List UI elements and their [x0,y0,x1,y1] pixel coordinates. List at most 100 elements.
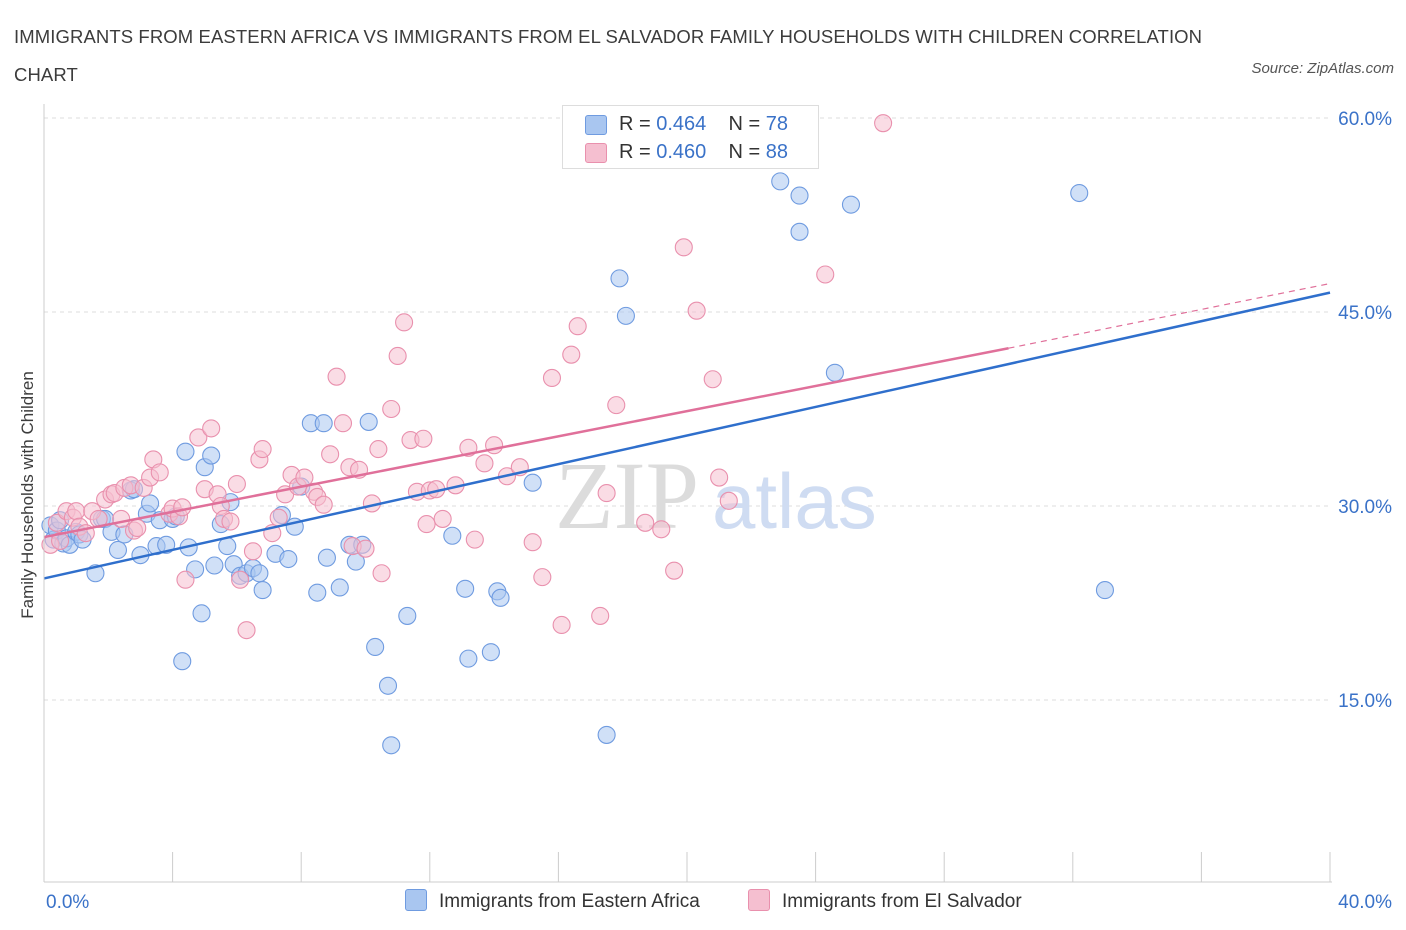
point-eastern-africa [192,604,211,623]
point-eastern-africa [790,186,809,205]
point-eastern-africa [456,579,475,598]
point-el-salvador [874,114,893,133]
n-label: N = [728,113,761,135]
point-eastern-africa [279,549,298,569]
point-el-salvador [568,317,587,336]
point-el-salvador [150,463,169,482]
trendline-el-salvador [43,346,1009,539]
point-el-salvador [243,542,263,561]
point-eastern-africa [1070,183,1089,203]
axes [43,104,1332,883]
r-label: R = [619,141,651,163]
point-el-salvador [816,265,835,284]
legend-label: Immigrants from Eastern Africa [439,891,700,912]
legend-swatch-pink [585,143,607,163]
point-eastern-africa [250,564,269,583]
point-el-salvador [703,370,722,389]
point-eastern-africa [317,548,336,567]
legend-label: Immigrants from El Salvador [782,891,1022,912]
point-eastern-africa [459,649,478,668]
point-el-salvador [523,533,542,552]
point-el-salvador [47,513,66,532]
point-eastern-africa [825,363,844,382]
point-eastern-africa [481,643,500,662]
point-el-salvador [533,568,552,587]
point-eastern-africa [491,588,510,607]
point-eastern-africa [610,269,629,288]
point-el-salvador [395,313,414,332]
chart-title: IMMIGRANTS FROM EASTERN AFRICA VS IMMIGR… [14,26,1203,85]
r-label: R = [619,113,651,135]
point-el-salvador [253,440,272,459]
point-eastern-africa [330,578,349,597]
y-tick-label: 30.0% [1338,497,1392,518]
point-el-salvador [227,474,246,494]
n-value: 88 [765,141,789,163]
legend-item-el-salvador[interactable]: Immigrants from El Salvador [748,886,1022,918]
point-el-salvador [719,491,738,510]
point-el-salvador [417,515,436,534]
point-el-salvador [414,429,433,448]
point-el-salvador [597,484,616,503]
point-eastern-africa [771,172,790,191]
point-eastern-africa [523,473,542,492]
point-eastern-africa [253,581,272,600]
point-el-salvador [128,518,147,538]
y-tick-label: 15.0% [1338,691,1392,712]
legend-swatch-blue [405,889,427,911]
point-el-salvador [591,606,610,625]
point-eastern-africa [841,195,861,214]
point-eastern-africa [790,222,809,241]
point-eastern-africa [359,412,378,431]
y-tick-label: 45.0% [1338,303,1392,324]
point-eastern-africa [173,652,192,671]
point-eastern-africa [366,637,385,657]
point-el-salvador [314,495,333,514]
point-eastern-africa [616,306,635,325]
legend-swatch-pink [748,889,770,911]
point-el-salvador [51,531,70,550]
point-eastern-africa [314,414,333,433]
point-el-salvador [552,615,571,635]
point-el-salvador [665,561,684,580]
point-el-salvador [433,509,452,528]
point-el-salvador [636,513,655,532]
point-el-salvador [221,512,240,531]
point-eastern-africa [205,556,224,575]
point-el-salvador [189,428,208,447]
point-eastern-africa [443,526,462,545]
point-eastern-africa [1095,581,1114,600]
correlation-legend: R = 0.464 N = 78 R = 0.460 N = 88 [562,105,819,169]
point-el-salvador [356,539,375,558]
x-tick-label-max: 40.0% [1338,892,1392,913]
point-el-salvador [327,367,346,386]
point-el-salvador [382,399,401,419]
point-eastern-africa [108,540,127,560]
y-tick-label: 60.0% [1338,109,1392,130]
watermark-zip: ZIP [555,442,699,549]
trendline-el-salvador-extension [1008,282,1331,349]
point-el-salvador [562,345,581,364]
watermark-atlas: atlas [712,457,877,545]
point-el-salvador [231,570,250,589]
point-eastern-africa [141,494,160,513]
legend-swatch-blue [585,115,607,135]
point-eastern-africa [176,442,195,461]
point-el-salvador [687,301,706,320]
point-el-salvador [176,570,195,589]
point-eastern-africa [398,606,417,625]
point-eastern-africa [202,446,221,465]
x-tick-label-min: 0.0% [46,892,89,913]
gridlines [44,117,1330,701]
r-value: 0.464 [656,113,707,135]
point-el-salvador [465,530,484,549]
point-el-salvador [388,346,407,366]
point-el-salvador [173,498,192,517]
series-legend: Immigrants from Eastern Africa Immigrant… [0,886,1406,918]
point-eastern-africa [378,676,398,695]
legend-item-eastern-africa[interactable]: Immigrants from Eastern Africa [405,886,700,918]
point-el-salvador [333,414,353,433]
point-el-salvador [321,445,340,464]
point-el-salvador [475,454,494,473]
